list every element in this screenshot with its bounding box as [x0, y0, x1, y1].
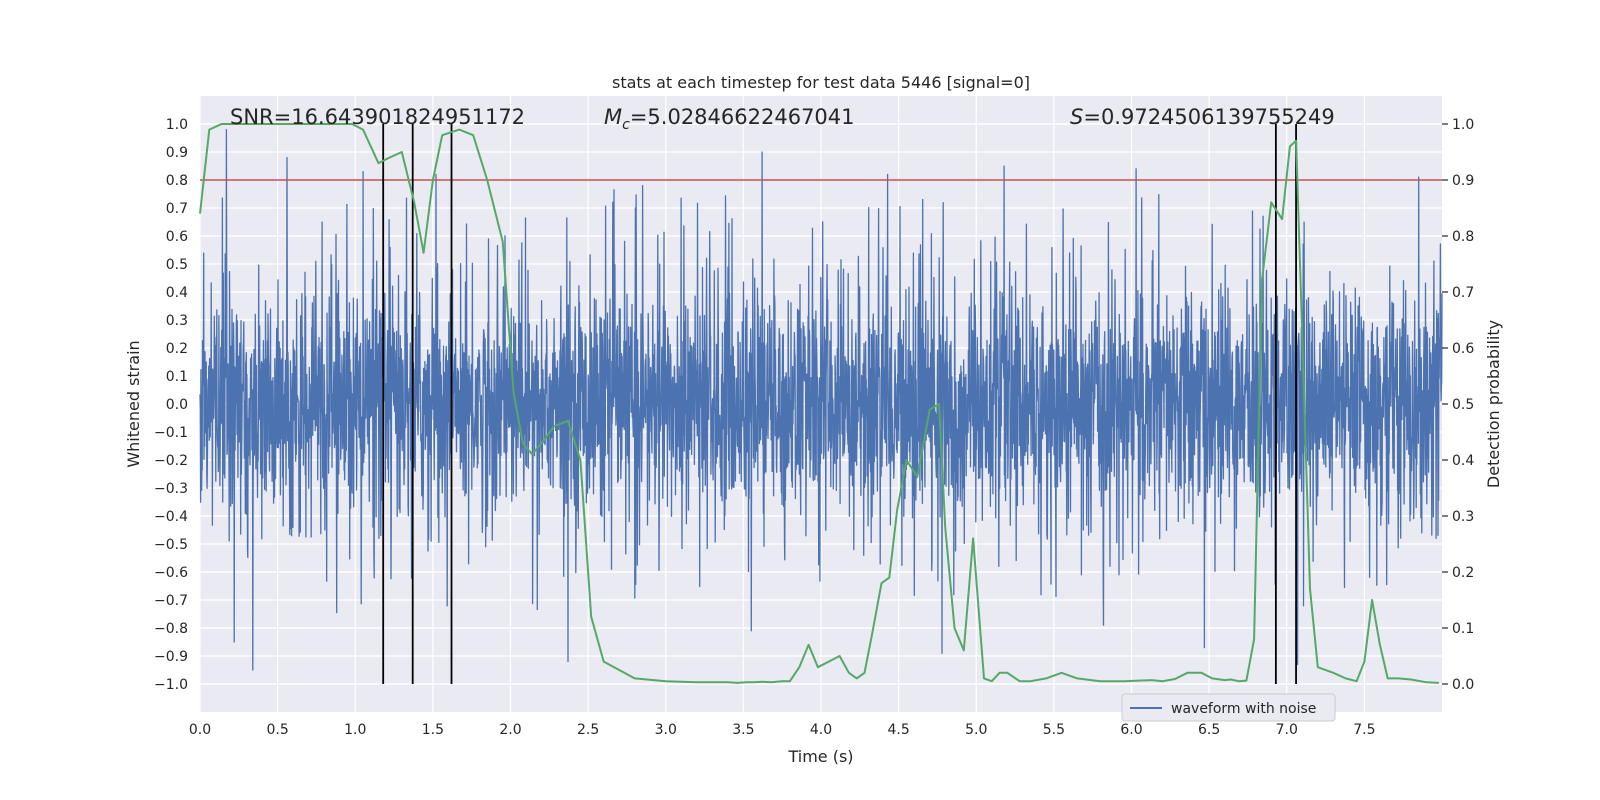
y-left-tick-label-1: 0.9 [166, 145, 188, 161]
y-left-tick-label-5: 0.5 [166, 257, 188, 273]
y-left-tick-label-20: −1.0 [154, 677, 188, 693]
y-right-tick-label-2: 0.8 [1452, 229, 1474, 245]
legend: waveform with noise [1121, 693, 1336, 722]
x-tick-label-4: 2.0 [499, 722, 521, 738]
x-tick-label-6: 3.0 [655, 722, 677, 738]
y-right-axis-label: Detection probability [1484, 320, 1503, 488]
y-right-tick-label-7: 0.3 [1452, 509, 1474, 525]
waveform-series [199, 128, 1443, 671]
y-left-tick-label-18: −0.8 [154, 621, 188, 637]
x-tick-label-5: 2.5 [577, 722, 599, 738]
x-tick-label-0: 0.0 [189, 722, 211, 738]
vertical-lines [382, 124, 1297, 684]
y-right-tick-label-4: 0.6 [1452, 341, 1474, 357]
probability-line [199, 123, 1439, 684]
x-tick-label-10: 5.0 [965, 722, 987, 738]
chirp-mass-annotation: Mc=5.02846622467041 [604, 105, 855, 133]
chirp-mass-subscript: c [622, 117, 630, 133]
x-tick-label-15: 7.5 [1353, 722, 1375, 738]
y-left-tick-label-10: 0.0 [166, 397, 188, 413]
y-left-tick-label-8: 0.2 [166, 341, 188, 357]
s-annotation: S=0.9724506139755249 [1070, 105, 1335, 129]
chirp-mass-symbol: M [604, 105, 622, 129]
x-tick-label-3: 1.5 [422, 722, 444, 738]
y-right-tick-label-8: 0.2 [1452, 565, 1474, 581]
y-left-tick-label-17: −0.7 [154, 593, 188, 609]
y-right-tick-label-3: 0.7 [1452, 285, 1474, 301]
y-left-axis-ticks: 1.0 0.9 0.8 0.7 0.6 0.5 0.4 0.3 0.2 0.1 0.0 −0.1 −0.… [154, 117, 188, 693]
x-tick-label-9: 4.5 [887, 722, 909, 738]
legend-box [1121, 693, 1336, 722]
snr-annotation: SNR=16.643901824951172 [230, 105, 525, 129]
y-right-tick-label-1: 0.9 [1452, 173, 1474, 189]
y-left-tick-label-16: −0.6 [154, 565, 188, 581]
x-tick-label-8: 4.0 [810, 722, 832, 738]
s-value: =0.9724506139755249 [1083, 105, 1334, 129]
x-tick-label-13: 6.5 [1198, 722, 1220, 738]
y-right-tick-label-5: 0.5 [1452, 397, 1474, 413]
y-right-tick-label-6: 0.4 [1452, 453, 1474, 469]
x-axis-label: Time (s) [787, 747, 853, 766]
x-tick-label-14: 7.0 [1276, 722, 1298, 738]
x-tick-label-12: 6.0 [1120, 722, 1142, 738]
y-left-tick-label-9: 0.1 [166, 369, 188, 385]
y-left-tick-label-4: 0.6 [166, 229, 188, 245]
legend-label-waveform: waveform with noise [1171, 701, 1316, 717]
y-left-tick-label-0: 1.0 [166, 117, 188, 133]
y-left-tick-label-13: −0.3 [154, 481, 188, 497]
y-left-axis-label: Whitened strain [124, 340, 143, 467]
x-tick-label-1: 0.5 [266, 722, 288, 738]
y-left-tick-label-14: −0.4 [154, 509, 188, 525]
y-right-tick-label-10: 0.0 [1452, 677, 1474, 693]
chart-title: stats at each timestep for test data 544… [612, 73, 1030, 92]
y-right-tick-label-0: 1.0 [1452, 117, 1474, 133]
y-left-tick-label-11: −0.1 [154, 425, 188, 441]
x-tick-label-11: 5.5 [1043, 722, 1065, 738]
y-right-axis-ticks: 1.0 0.9 0.8 0.7 0.6 0.5 0.4 0.3 0.2 0.1 0.0 [1442, 117, 1474, 693]
y-left-tick-label-2: 0.8 [166, 173, 188, 189]
waveform-line [199, 128, 1443, 671]
probability-series [199, 123, 1439, 684]
x-tick-label-7: 3.5 [732, 722, 754, 738]
y-right-tick-label-9: 0.1 [1452, 621, 1474, 637]
y-left-tick-label-7: 0.3 [166, 313, 188, 329]
x-tick-label-2: 1.0 [344, 722, 366, 738]
y-left-tick-label-12: −0.2 [154, 453, 188, 469]
s-symbol: S [1070, 105, 1083, 129]
y-left-tick-label-3: 0.7 [166, 201, 188, 217]
y-left-tick-label-6: 0.4 [166, 285, 188, 301]
x-axis-ticks: 0.0 0.5 1.0 1.5 2.0 2.5 3.0 3.5 4.0 4.5 5.0 5.5 6.0 6… [189, 722, 1376, 738]
chirp-mass-value: =5.02846622467041 [630, 105, 855, 129]
y-left-tick-label-19: −0.9 [154, 649, 188, 665]
y-left-tick-label-15: −0.5 [154, 537, 188, 553]
